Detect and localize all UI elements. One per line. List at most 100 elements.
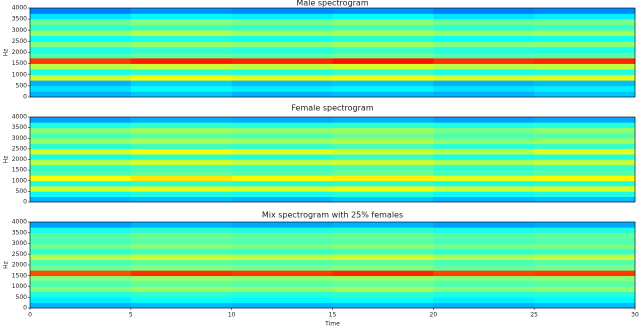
heatmap-cell (30, 265, 132, 271)
y-tick-label: 3500 (12, 16, 27, 23)
heatmap-cell (332, 91, 434, 98)
heatmap-cell (30, 270, 132, 277)
y-tick-label: 2000 (12, 262, 27, 269)
heatmap-cell (534, 13, 636, 20)
heatmap-cell (534, 159, 636, 166)
x-axis-label: Time (324, 321, 340, 328)
heatmap-cell (332, 143, 434, 150)
heatmap-cell (332, 164, 434, 171)
heatmap-cell (231, 265, 333, 271)
heatmap-cell (433, 291, 535, 298)
heatmap-cell (231, 148, 333, 155)
heatmap-cell (332, 254, 434, 260)
heatmap-cell (433, 19, 535, 25)
heatmap-cell (433, 41, 535, 48)
heatmap-cell (30, 35, 132, 42)
y-axis-label: Hz (3, 156, 10, 164)
heatmap-cell (231, 35, 333, 42)
heatmap-cell (534, 122, 636, 128)
heatmap-cell (130, 164, 232, 171)
heatmap-cell (332, 159, 434, 166)
heatmap-cell (534, 170, 636, 176)
heatmap-cell (30, 138, 132, 144)
heatmap-cell (534, 143, 636, 150)
heatmap-cell (433, 191, 535, 197)
heatmap-cell (231, 175, 333, 182)
heatmap-cell (30, 13, 132, 20)
heatmap-cell (30, 227, 132, 234)
heatmap-cell (231, 19, 333, 25)
heatmap-cell (130, 238, 232, 244)
heatmap-cell (332, 248, 434, 255)
heatmap-cell (231, 170, 333, 176)
heatmap-cell (130, 13, 232, 20)
heatmap-cell (332, 122, 434, 128)
heatmap-cell (433, 132, 535, 139)
heatmap-cell (332, 186, 434, 192)
heatmap-cell (231, 248, 333, 255)
heatmap-cell (332, 41, 434, 48)
heatmap-cell (130, 191, 232, 197)
heatmap-cell (534, 281, 636, 287)
heatmap-cell (130, 186, 232, 192)
heatmap-cell (231, 58, 333, 64)
heatmap-cell (30, 297, 132, 303)
heatmap-cell (130, 248, 232, 255)
heatmap-cell (30, 164, 132, 171)
heatmap-cell (433, 297, 535, 303)
heatmap-cell (30, 148, 132, 155)
heatmap-cell (433, 275, 535, 282)
heatmap-cell (534, 259, 636, 266)
heatmap-cell (433, 63, 535, 70)
heatmap-cell (130, 8, 232, 14)
heatmap-cell (534, 24, 636, 31)
heatmap-cell (130, 46, 232, 53)
heatmap-cell (433, 175, 535, 182)
heatmap-cell (433, 159, 535, 166)
heatmap-cell (332, 302, 434, 309)
heatmap-cell (433, 302, 535, 309)
heatmap-cell (130, 74, 232, 81)
heatmap-cell (130, 286, 232, 293)
heatmap-cell (130, 24, 232, 31)
heatmap-cell (534, 41, 636, 48)
heatmap-cell (332, 222, 434, 228)
heatmap-cell (231, 13, 333, 20)
heatmap-cell (130, 58, 232, 64)
y-tick-label: 2000 (12, 49, 27, 56)
y-tick-label: 0 (23, 199, 27, 206)
heatmap-cell (534, 186, 636, 192)
heatmap-cell (534, 132, 636, 139)
y-tick-label: 4000 (12, 5, 27, 12)
heatmap-cell (30, 41, 132, 48)
heatmap-cell (130, 265, 232, 271)
heatmap-cell (231, 91, 333, 98)
heatmap-cell (433, 74, 535, 81)
heatmap-cell (130, 91, 232, 98)
heatmap-cell (231, 69, 333, 76)
heatmap-cell (231, 291, 333, 298)
x-tick-label: 10 (228, 312, 236, 319)
heatmap-cell (231, 297, 333, 303)
heatmap-cell (534, 91, 636, 98)
heatmap-cell (332, 8, 434, 14)
heatmap-cell (30, 254, 132, 260)
y-tick-label: 3500 (12, 229, 27, 236)
heatmap-cell (332, 170, 434, 176)
heatmap-cell (534, 232, 636, 239)
heatmap-cell (534, 227, 636, 234)
y-tick-label: 3000 (12, 27, 27, 34)
heatmap-cell (231, 186, 333, 192)
heatmap-cell (231, 132, 333, 139)
heatmap-cell (30, 232, 132, 239)
heatmap-cell (433, 248, 535, 255)
heatmap-cell (30, 281, 132, 287)
y-tick-label: 0 (23, 94, 27, 101)
heatmap-cell (30, 24, 132, 31)
heatmap-cell (130, 275, 232, 282)
heatmap-cell (130, 232, 232, 239)
heatmap-cell (130, 41, 232, 48)
heatmap-cell (332, 52, 434, 59)
heatmap-cell (332, 74, 434, 81)
heatmap-cell (332, 69, 434, 76)
